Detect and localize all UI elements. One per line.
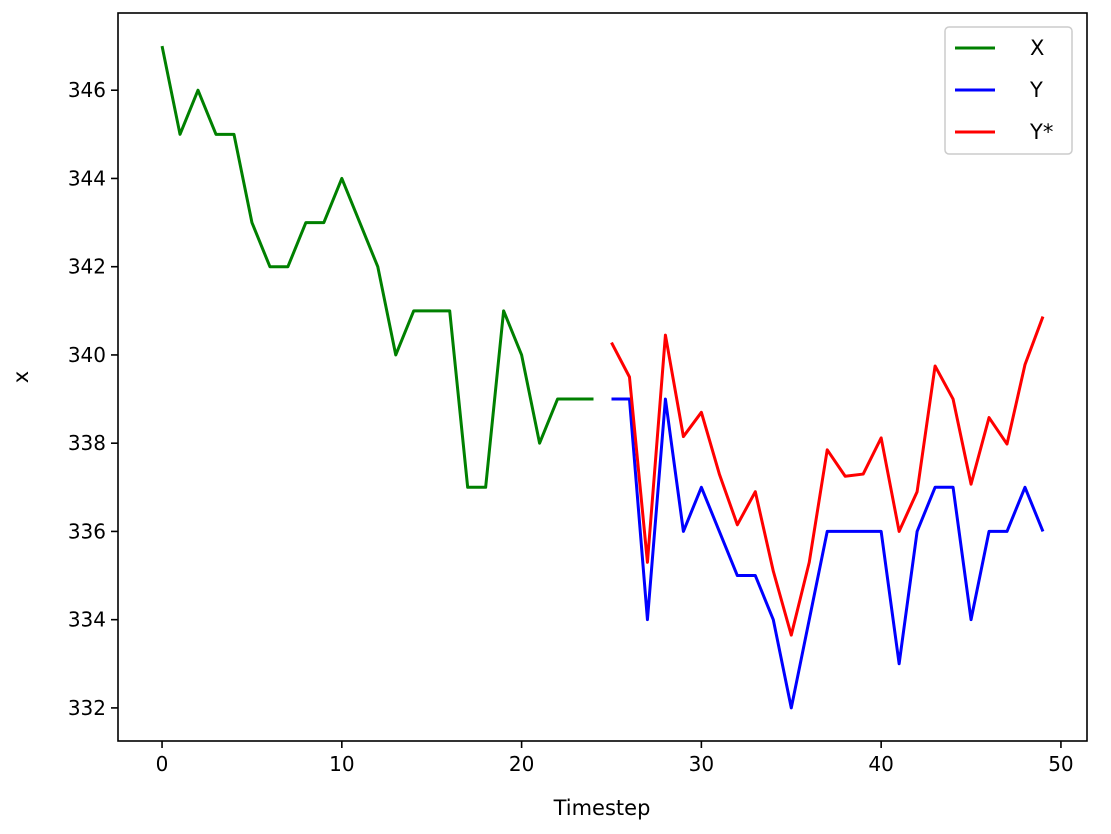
series-line-0 <box>160 45 594 489</box>
x-tick-label: 40 <box>868 752 893 776</box>
y-tick-label: 336 <box>68 519 106 543</box>
x-tick-label: 50 <box>1048 752 1073 776</box>
x-tick-label: 20 <box>509 752 534 776</box>
plot-lines <box>160 45 1045 710</box>
y-tick-label: 338 <box>68 431 106 455</box>
legend-label-0: X <box>1030 36 1044 60</box>
legend-label-2: Y* <box>1029 120 1053 144</box>
x-tick-label: 0 <box>156 752 169 776</box>
y-tick-label: 344 <box>68 166 106 190</box>
plot-area-frame <box>117 12 1088 742</box>
x-tick-label: 30 <box>689 752 714 776</box>
series-line-1 <box>611 397 1045 710</box>
legend-label-1: Y <box>1029 78 1043 102</box>
x-tick-label: 10 <box>329 752 354 776</box>
y-tick-label: 332 <box>68 696 106 720</box>
y-tick-label: 340 <box>68 343 106 367</box>
y-tick-label: 346 <box>68 78 106 102</box>
y-tick-label: 334 <box>68 608 106 632</box>
y-tick-label: 342 <box>68 255 106 279</box>
y-axis-label: x <box>9 371 33 383</box>
y-axis: 332 334 336 338 340 342 344 346 <box>68 78 118 720</box>
x-axis: 0 10 20 30 40 50 <box>156 741 1074 776</box>
legend: XY Y* <box>944 26 1073 155</box>
series-line-2 <box>610 316 1045 637</box>
legend-box <box>944 26 1073 155</box>
x-axis-label: Timestep <box>553 796 651 820</box>
